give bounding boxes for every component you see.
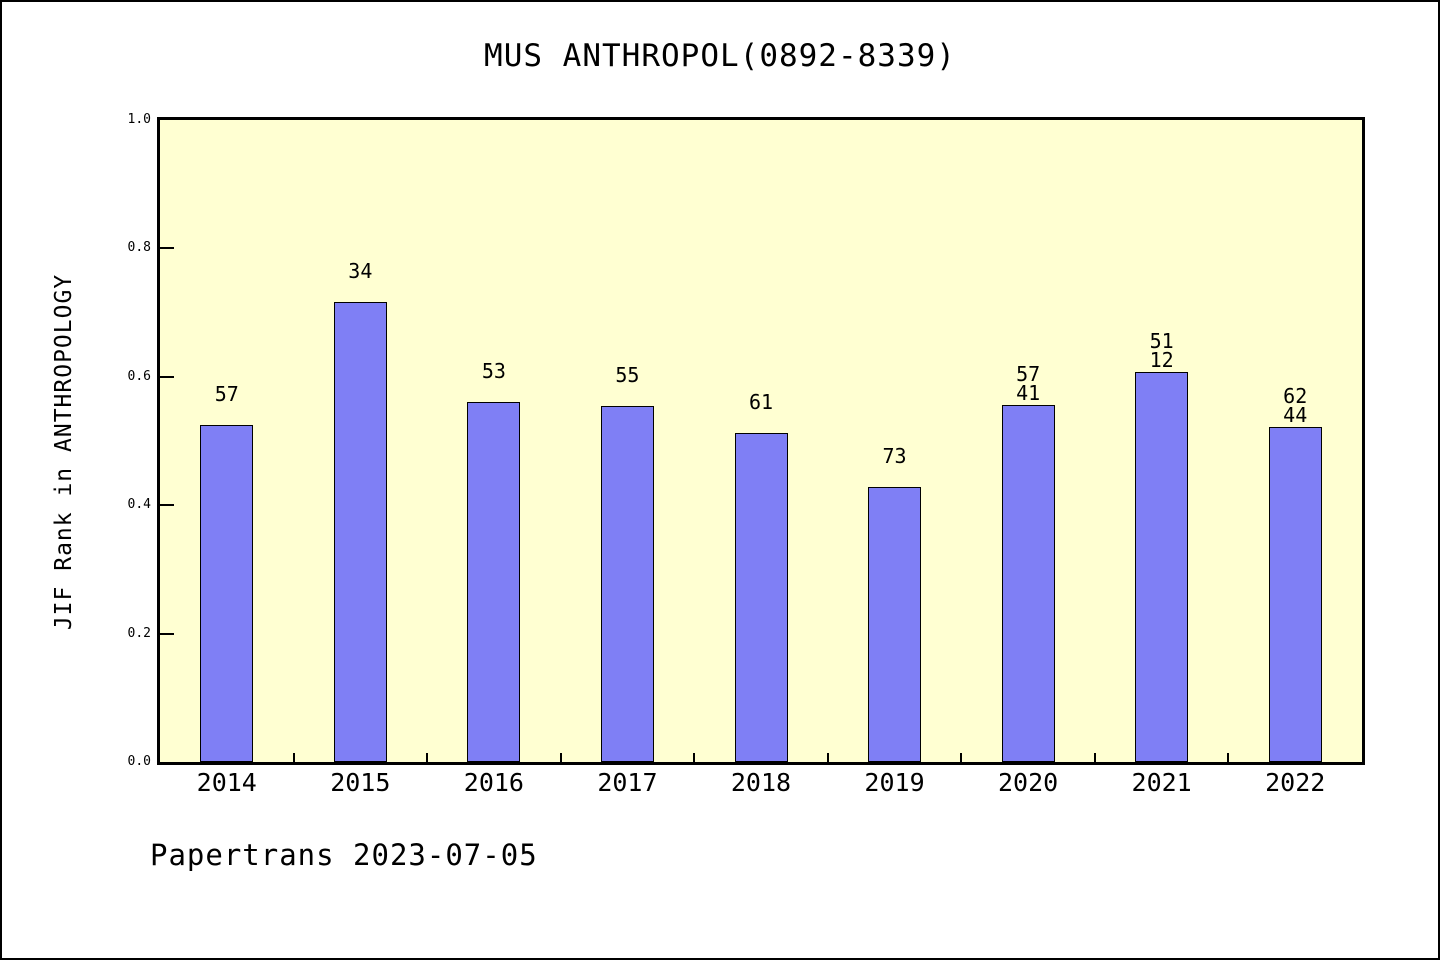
- bar-value-line: 57: [214, 382, 239, 406]
- bar-value-line: 44: [1283, 403, 1308, 427]
- bar-value-line: 53: [481, 359, 506, 383]
- y-tick-label: 0.8: [127, 240, 151, 256]
- x-category-label-2014: 2014: [196, 768, 257, 797]
- chart-title: MUS ANTHROPOL(0892-8339): [484, 38, 956, 74]
- bar-2016: [467, 402, 521, 762]
- bar-value-label: 62 44: [1250, 384, 1340, 427]
- y-tick: [160, 504, 174, 507]
- bar-2020: [1001, 405, 1055, 762]
- y-tick-label: 0.0: [127, 754, 151, 769]
- y-tick-label: 0.2: [127, 625, 151, 641]
- bar-value-label: 51 12: [1117, 329, 1207, 372]
- bar-value-label: 53: [449, 359, 539, 383]
- bar-2017: [600, 406, 654, 762]
- y-tick-label: 0.6: [127, 368, 151, 384]
- x-minor-tick: [826, 753, 829, 762]
- bar-value-label: 55: [582, 363, 672, 387]
- bar-value-line: 34: [348, 259, 373, 283]
- plot-area: 57 34 53 55 61 73 57 41 51 12 62 44: [157, 117, 1365, 765]
- x-category-label-2017: 2017: [597, 768, 658, 797]
- bar-value-line: 55: [615, 363, 640, 387]
- x-minor-tick: [559, 753, 562, 762]
- bar-2021: [1135, 372, 1189, 762]
- y-tick: [160, 632, 174, 635]
- x-minor-tick: [960, 753, 963, 762]
- bar-value-line: 73: [882, 444, 907, 468]
- x-minor-tick: [426, 753, 429, 762]
- y-tick-label: 1.0: [127, 112, 151, 127]
- bar-value-label: 57: [182, 382, 272, 406]
- footer-watermark: Papertrans 2023-07-05: [150, 838, 538, 872]
- y-tick: [160, 375, 174, 378]
- y-tick: [160, 247, 174, 250]
- x-category-label-2020: 2020: [997, 768, 1059, 797]
- x-category-label-2016: 2016: [463, 768, 524, 797]
- bar-value-label: 57 41: [983, 362, 1073, 405]
- bar-2014: [200, 425, 254, 762]
- x-category-label-2015: 2015: [330, 768, 391, 797]
- bar-2019: [868, 487, 922, 762]
- bar-value-line: 41: [1016, 381, 1041, 405]
- bar-2022: [1268, 427, 1322, 762]
- x-category-label-2019: 2019: [864, 768, 925, 797]
- y-tick-label: 0.4: [127, 497, 151, 513]
- x-minor-tick: [1093, 753, 1096, 762]
- bar-value-line: 62: [1283, 384, 1308, 408]
- bar-value-line: 12: [1149, 348, 1174, 372]
- bar-value-label: 73: [850, 444, 940, 468]
- x-category-label-2021: 2021: [1131, 768, 1192, 797]
- x-minor-tick: [292, 753, 295, 762]
- x-category-label-2018: 2018: [730, 768, 792, 797]
- bar-2015: [333, 302, 387, 762]
- y-axis-title-text: JIF Rank in ANTHROPOLOGY: [51, 273, 77, 631]
- bar-value-line: 57: [1016, 362, 1041, 386]
- bar-value-line: 51: [1149, 329, 1174, 353]
- x-category-label-2022: 2022: [1265, 768, 1326, 797]
- bar-value-line: 61: [748, 390, 774, 414]
- bar-2018: [734, 433, 788, 762]
- plot-inner: 57 34 53 55 61 73 57 41 51 12 62 44: [160, 120, 1362, 762]
- bar-value-label: 34: [315, 259, 405, 283]
- bar-value-label: 61: [716, 390, 806, 414]
- x-minor-tick: [1227, 753, 1230, 762]
- x-minor-tick: [693, 753, 696, 762]
